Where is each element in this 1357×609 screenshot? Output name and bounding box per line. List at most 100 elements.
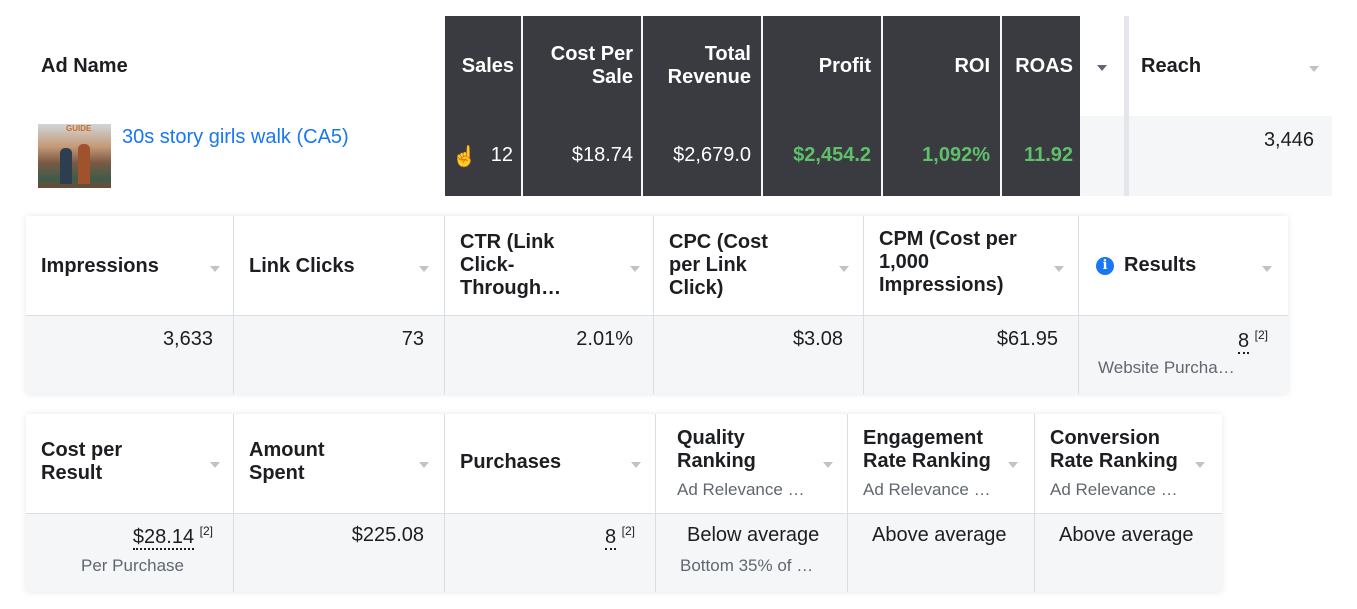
cost-per-sale-value: $18.74 <box>571 144 633 166</box>
column-sublabel: Ad Relevance … <box>677 480 805 499</box>
column-label: Engagement Rate Ranking <box>863 427 991 472</box>
column-label: Results <box>1124 254 1197 276</box>
chevron-down-icon <box>1054 266 1064 272</box>
column-label: Link Clicks <box>249 255 355 277</box>
sales-cell: ☝ 12 <box>445 116 523 196</box>
column-header-results[interactable]: i Results <box>1079 216 1288 316</box>
ctr-value: 2.01% <box>576 328 633 350</box>
chevron-down-icon <box>630 266 640 272</box>
column-header-cpc[interactable]: CPC (Cost per Link Click) <box>654 216 864 316</box>
thumbs-up-icon: ☝ <box>452 146 477 168</box>
delivery-metrics-panel: Impressions Link Clicks CTR (Link Click-… <box>26 216 1288 394</box>
column-header-link-clicks[interactable]: Link Clicks <box>234 216 445 316</box>
column-label: CTR (Link Click-Through… <box>460 231 562 299</box>
column-label: ROI <box>954 55 990 77</box>
column-header-purchases[interactable]: Purchases <box>445 414 656 514</box>
cpm-value: $61.95 <box>996 328 1058 350</box>
column-header-ctr[interactable]: CTR (Link Click-Through… <box>445 216 654 316</box>
cost-per-sale-cell: $18.74 <box>523 116 643 196</box>
results-footnote: [2] <box>1254 328 1268 342</box>
column-label: Purchases <box>460 451 562 473</box>
chevron-down-icon <box>1097 65 1107 71</box>
column-header-conversion-ranking[interactable]: Conversion Rate Ranking Ad Relevance … <box>1035 414 1222 514</box>
quality-ranking-cell: Below average Bottom 35% of … <box>656 514 848 592</box>
info-icon[interactable]: i <box>1096 257 1114 275</box>
column-header-total-revenue[interactable]: Total Revenue <box>643 16 763 116</box>
column-label: Conversion Rate Ranking <box>1050 427 1178 472</box>
ad-name-link[interactable]: 30s story girls walk (CA5) <box>122 126 349 148</box>
profit-cell: $2,454.2 <box>763 116 883 196</box>
link-clicks-cell: 73 <box>234 316 445 394</box>
cpm-cell: $61.95 <box>864 316 1079 394</box>
column-header-reach[interactable]: Reach <box>1129 16 1332 116</box>
amount-spent-value: $225.08 <box>351 524 424 546</box>
column-label: Quality Ranking <box>677 427 756 472</box>
column-divider[interactable] <box>1124 16 1129 116</box>
column-header-sales[interactable]: Sales <box>445 16 523 116</box>
quality-ranking-detail: Bottom 35% of … <box>680 556 814 575</box>
column-label: Reach <box>1141 55 1202 77</box>
column-header-quality-ranking[interactable]: Quality Ranking Ad Relevance … <box>656 414 848 514</box>
column-label: Profit <box>818 55 871 77</box>
column-label: Cost Per Sale <box>550 43 633 88</box>
results-value[interactable]: 8 <box>1237 329 1250 354</box>
results-value-wrap: 8 [2] <box>1237 328 1268 354</box>
column-header-roas[interactable]: ROAS <box>1002 16 1080 116</box>
purchases-cell: 8 [2] <box>445 514 656 592</box>
chevron-down-icon <box>210 266 220 272</box>
profit-value: $2,454.2 <box>793 144 871 166</box>
roas-cell: 11.92 <box>1002 116 1080 196</box>
roi-value: 1,092% <box>922 144 990 166</box>
column-header-amount-spent[interactable]: Amount Spent <box>234 414 445 514</box>
chevron-down-icon <box>1195 462 1205 468</box>
ranking-metrics-panel: Cost per Result Amount Spent Purchases Q… <box>26 414 1222 592</box>
cpc-cell: $3.08 <box>654 316 864 394</box>
column-header-cost-per-result[interactable]: Cost per Result <box>26 414 234 514</box>
column-label: Cost per Result <box>41 439 123 484</box>
column-label: Impressions <box>41 255 159 277</box>
total-revenue-value: $2,679.0 <box>673 144 751 166</box>
chevron-down-icon <box>419 266 429 272</box>
column-sublabel: Ad Relevance … <box>1050 480 1178 499</box>
ad-summary-panel: Ad Name Sales Cost Per Sale Total Revenu… <box>26 16 1332 196</box>
reach-cell: 3,446 <box>1129 116 1332 196</box>
engagement-ranking-cell: Above average <box>848 514 1035 592</box>
roi-cell: 1,092% <box>883 116 1002 196</box>
chevron-down-icon <box>839 266 849 272</box>
cost-per-result-footnote: [2] <box>199 524 213 538</box>
cost-per-result-value[interactable]: $28.14 <box>132 525 195 550</box>
purchases-value[interactable]: 8 <box>604 525 617 550</box>
column-label: ROAS <box>1015 55 1073 77</box>
ctr-cell: 2.01% <box>445 316 654 394</box>
chevron-down-icon <box>210 462 220 468</box>
column-label: Sales <box>461 55 514 77</box>
column-header-cost-per-sale[interactable]: Cost Per Sale <box>523 16 643 116</box>
chevron-down-icon <box>823 462 833 468</box>
conversion-ranking-value: Above average <box>1059 524 1194 546</box>
conversion-ranking-cell: Above average <box>1035 514 1222 592</box>
cost-per-result-cell: $28.14 [2] Per Purchase <box>26 514 234 592</box>
column-options-dropdown[interactable] <box>1080 16 1124 116</box>
column-header-ad-name[interactable]: Ad Name <box>26 16 445 116</box>
cost-per-result-type: Per Purchase <box>81 556 184 575</box>
column-header-engagement-ranking[interactable]: Engagement Rate Ranking Ad Relevance … <box>848 414 1035 514</box>
cost-per-result-value-wrap: $28.14 [2] <box>132 524 213 550</box>
thumbnail-caption: GUIDE <box>66 124 92 133</box>
sales-value: 12 <box>490 144 513 166</box>
quality-ranking-value: Below average <box>687 524 820 546</box>
column-header-profit[interactable]: Profit <box>763 16 883 116</box>
results-cell: 8 [2] Website Purcha… <box>1079 316 1288 394</box>
column-header-cpm[interactable]: CPM (Cost per 1,000 Impressions) <box>864 216 1079 316</box>
chevron-down-icon <box>419 462 429 468</box>
column-label-wrap: i Results <box>1096 254 1196 277</box>
column-label: Amount Spent <box>249 439 325 484</box>
link-clicks-value: 73 <box>401 328 424 350</box>
ad-thumbnail[interactable]: GUIDE <box>38 124 111 188</box>
column-header-roi[interactable]: ROI <box>883 16 1002 116</box>
chevron-down-icon <box>1262 266 1272 272</box>
purchases-value-wrap: 8 [2] <box>604 524 635 550</box>
column-header-impressions[interactable]: Impressions <box>26 216 234 316</box>
chevron-down-icon <box>1309 66 1319 72</box>
ad-name-cell: GUIDE 30s story girls walk (CA5) <box>26 116 445 196</box>
chevron-down-icon <box>631 462 641 468</box>
